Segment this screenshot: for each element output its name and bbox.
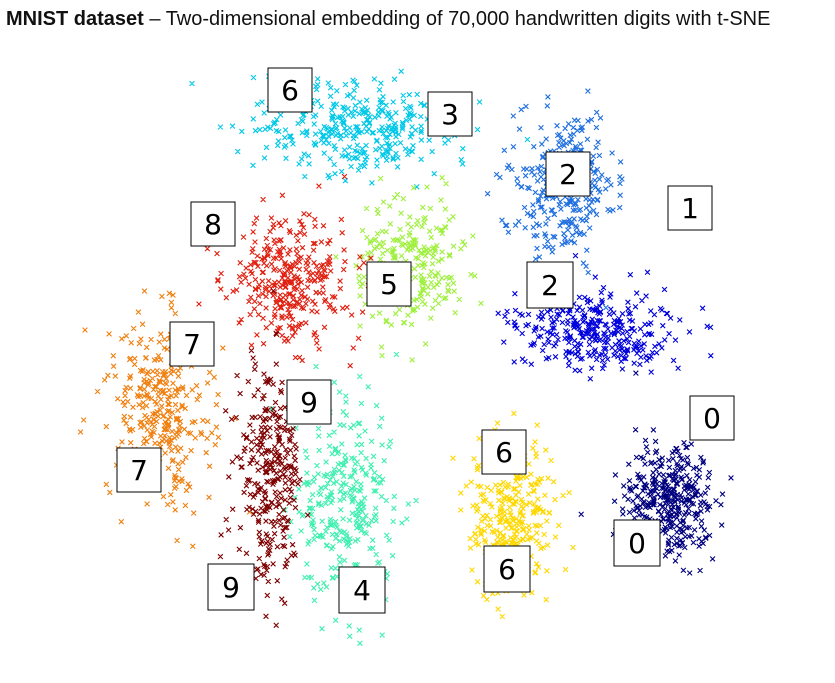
chart-title-rest: – Two-dimensional embedding of 70,000 ha… [143, 8, 771, 30]
thumbnail-digit-label: 2 [559, 158, 577, 191]
points-digit-3 [189, 68, 531, 190]
thumbnail-frame [190, 201, 236, 247]
points-digit-8 [196, 173, 374, 369]
digit-thumbnail-0: 0 [613, 519, 661, 567]
digit-thumbnail-1: 1 [667, 185, 713, 231]
thumbnail-frame [366, 261, 412, 307]
thumbnail-digit-label: 8 [204, 208, 222, 241]
thumbnail-frame [689, 395, 735, 441]
points-digit-0 [578, 370, 734, 576]
digit-thumbnail-6: 6 [483, 545, 531, 593]
digit-thumbnail-2: 2 [526, 261, 574, 309]
thumbnail-frame [526, 261, 574, 309]
digit-thumbnail-7: 7 [116, 447, 162, 493]
digit-thumbnail-0: 0 [689, 395, 735, 441]
series-digit-1 [495, 252, 714, 382]
thumbnail-digit-label: 2 [541, 269, 559, 302]
chart-title: MNIST dataset – Two-dimensional embeddin… [6, 8, 770, 31]
thumbnail-digit-label: 9 [222, 571, 240, 604]
thumbnail-digit-label: 5 [380, 268, 398, 301]
thumbnail-frame [286, 379, 332, 425]
digit-thumbnail-5: 5 [366, 261, 412, 307]
thumbnail-digit-label: 7 [183, 328, 201, 361]
digit-thumbnail-6: 6 [481, 429, 527, 475]
thumbnail-digit-label: 6 [281, 74, 299, 107]
thumbnail-frame [545, 151, 591, 197]
series-digit-0 [578, 370, 734, 576]
thumbnail-digit-label: 9 [300, 386, 318, 419]
thumbnail-digit-label: 0 [628, 527, 646, 560]
thumbnail-frame [338, 566, 386, 614]
points-digit-1 [495, 252, 714, 382]
points-digit-7 [77, 288, 253, 549]
thumbnail-frame [483, 545, 531, 593]
digit-thumbnail-8: 8 [190, 201, 236, 247]
digit-thumbnail-7: 7 [169, 321, 215, 367]
thumbnail-digit-label: 6 [498, 553, 516, 586]
series-digit-9 [217, 288, 311, 629]
thumbnail-digit-label: 1 [681, 192, 699, 225]
digit-thumbnail-6: 6 [267, 67, 313, 113]
thumbnail-frame [481, 429, 527, 475]
thumbnail-digit-label: 4 [353, 574, 371, 607]
digit-thumbnail-3: 3 [427, 91, 473, 137]
thumbnail-digit-label: 7 [130, 454, 148, 487]
thumbnail-digit-label: 3 [441, 98, 459, 131]
chart-title-bold: MNIST dataset [6, 8, 144, 30]
digit-thumbnail-9: 9 [286, 379, 332, 425]
thumbnail-frame [427, 91, 473, 137]
points-digit-9 [217, 288, 311, 629]
thumbnail-digit-label: 6 [495, 436, 513, 469]
digit-thumbnails-layer: 6 3 2 1 8 5 2 7 9 0 6 7 0 6 9 4 [116, 67, 735, 614]
series-digit-8 [196, 173, 374, 369]
thumbnail-frame [207, 563, 255, 611]
series-digit-7 [77, 288, 253, 549]
thumbnail-frame [267, 67, 313, 113]
series-digit-4 [268, 351, 419, 647]
thumbnail-frame [116, 447, 162, 493]
digit-thumbnail-2: 2 [545, 151, 591, 197]
series-digit-3 [189, 68, 531, 190]
thumbnail-digit-label: 0 [703, 402, 721, 435]
thumbnail-frame [613, 519, 661, 567]
points-digit-4 [268, 351, 419, 647]
thumbnail-frame [667, 185, 713, 231]
digit-thumbnail-9: 9 [207, 563, 255, 611]
thumbnail-frame [169, 321, 215, 367]
digit-thumbnail-4: 4 [338, 566, 386, 614]
